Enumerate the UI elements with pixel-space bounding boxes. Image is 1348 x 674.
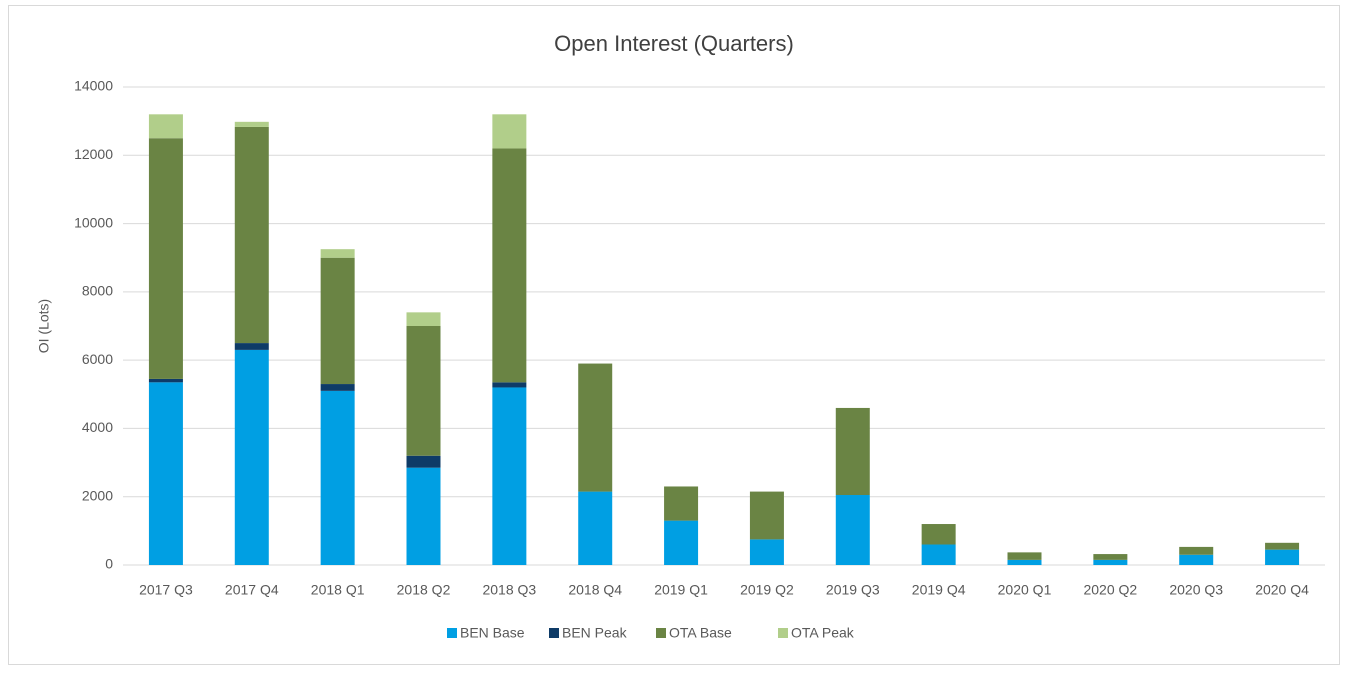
bar-segment [320, 257, 355, 385]
x-tick-label: 2020 Q1 [998, 582, 1052, 598]
bar-segment [406, 326, 441, 456]
x-tick-label: 2020 Q4 [1255, 582, 1309, 598]
bar-segment [406, 312, 441, 326]
bar-segment [406, 455, 441, 468]
bar-segment [234, 343, 269, 350]
y-tick-label: 12000 [74, 146, 113, 162]
legend-label: BEN Base [460, 625, 525, 641]
bar-segment [320, 390, 355, 565]
legend-label: BEN Peak [562, 625, 628, 641]
legend-swatch [778, 628, 788, 638]
bar-segment [664, 486, 699, 521]
legend-swatch [447, 628, 457, 638]
x-tick-label: 2017 Q4 [225, 582, 279, 598]
bar-segment [234, 349, 269, 565]
bar-segment [664, 520, 699, 565]
y-tick-label: 14000 [74, 78, 113, 94]
bar-segment [749, 491, 784, 540]
bar-segment [1179, 546, 1214, 555]
bar-segment [835, 407, 870, 496]
bar-segment [1265, 542, 1300, 550]
y-axis-label: OI (Lots) [36, 299, 52, 353]
legend-swatch [549, 628, 559, 638]
x-tick-label: 2019 Q3 [826, 582, 880, 598]
bar-segment [921, 524, 956, 545]
bar-segment [148, 378, 183, 383]
x-tick-label: 2020 Q2 [1083, 582, 1137, 598]
y-tick-label: 2000 [82, 487, 113, 503]
chart-border [8, 5, 1340, 665]
bar-segment [148, 138, 183, 379]
y-tick-label: 0 [105, 556, 113, 572]
bar-segment [835, 495, 870, 565]
x-tick-label: 2020 Q3 [1169, 582, 1223, 598]
bar-segment [492, 382, 527, 388]
bar-segment [1093, 559, 1128, 565]
y-tick-label: 8000 [82, 283, 113, 299]
x-tick-label: 2018 Q1 [311, 582, 365, 598]
bar-segment [1093, 554, 1128, 560]
bar-segment [492, 114, 527, 149]
x-tick-label: 2019 Q2 [740, 582, 794, 598]
bar-segment [1265, 549, 1300, 565]
x-tick-label: 2019 Q4 [912, 582, 966, 598]
y-tick-label: 10000 [74, 214, 113, 230]
bar-segment [148, 382, 183, 565]
x-tick-label: 2019 Q1 [654, 582, 708, 598]
legend-label: OTA Base [669, 625, 732, 641]
bar-segment [492, 387, 527, 565]
x-tick-label: 2018 Q4 [568, 582, 622, 598]
y-tick-label: 4000 [82, 419, 113, 435]
x-tick-label: 2017 Q3 [139, 582, 193, 598]
bar-segment [320, 249, 355, 258]
bar-segment [148, 114, 183, 139]
x-tick-label: 2018 Q2 [397, 582, 451, 598]
bar-segment [234, 126, 269, 344]
bar-segment [492, 148, 527, 383]
bar-segment [1007, 559, 1042, 565]
bar-segment [406, 467, 441, 565]
x-tick-label: 2018 Q3 [482, 582, 536, 598]
legend-swatch [656, 628, 666, 638]
bar-segment [1007, 552, 1042, 560]
bar-segment [578, 363, 613, 492]
y-tick-label: 6000 [82, 351, 113, 367]
bar-segment [749, 539, 784, 565]
bar-segment [1179, 554, 1214, 565]
chart-title: Open Interest (Quarters) [554, 31, 794, 56]
bar-segment [234, 121, 269, 127]
legend-label: OTA Peak [791, 625, 855, 641]
bar-segment [921, 544, 956, 565]
bar-segment [578, 491, 613, 565]
bar-segment [320, 384, 355, 391]
